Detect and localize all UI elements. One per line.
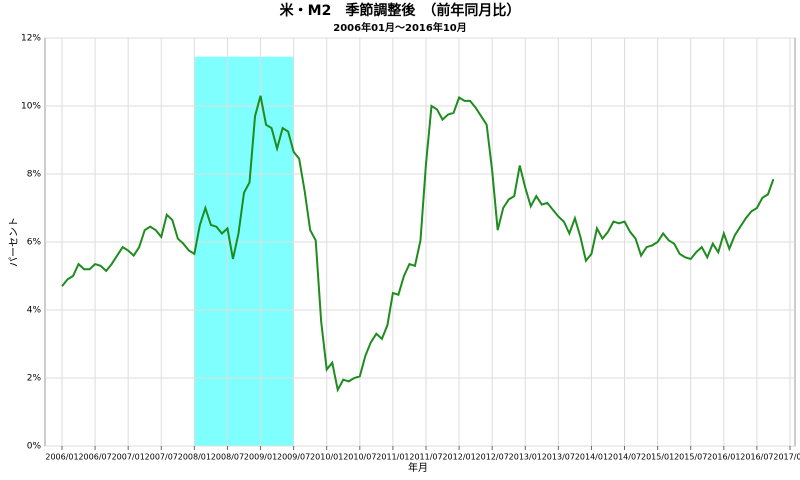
y-tick-label: 0% (27, 442, 42, 452)
x-tick-label: 2007/01 (112, 453, 145, 462)
x-tick-label: 2006/01 (45, 453, 78, 462)
x-tick-label: 2014/01 (575, 453, 608, 462)
x-tick-label: 2012/01 (442, 453, 475, 462)
x-axis-label: 年月 (408, 461, 428, 474)
y-axis-label: パーセント (8, 217, 20, 267)
x-tick-label: 2009/01 (244, 453, 277, 462)
x-tick-label: 2010/07 (343, 453, 376, 462)
x-tick-label: 2016/01 (707, 453, 740, 462)
x-tick-label: 2016/07 (740, 453, 773, 462)
x-tick-label: 2009/07 (277, 453, 310, 462)
y-tick-label: 8% (27, 170, 42, 180)
y-tick-label: 10% (21, 102, 41, 112)
x-tick-label: 2012/07 (476, 453, 509, 462)
data-line (61, 95, 775, 393)
y-tick-label: 4% (27, 306, 42, 316)
x-tick-label: 2017/01 (773, 453, 800, 462)
chart-subtitle: 2006年01月～2016年10月 (333, 21, 467, 34)
x-tick-label: 2008/01 (178, 453, 211, 462)
shaded-region (194, 56, 294, 446)
x-tick-label: 2008/07 (211, 453, 244, 462)
x-tick-label: 2011/07 (409, 453, 442, 462)
x-tick-label: 2013/07 (542, 453, 575, 462)
x-tick-label: 2015/07 (674, 453, 707, 462)
x-tick-label: 2014/07 (608, 453, 641, 462)
x-tick-label: 2010/01 (310, 453, 343, 462)
x-tick-label: 2011/01 (376, 453, 409, 462)
y-tick-label: 2% (27, 374, 42, 384)
y-tick-label: 6% (27, 238, 42, 248)
x-tick-label: 2015/01 (641, 453, 674, 462)
x-tick-label: 2006/07 (78, 453, 111, 462)
chart-title: 米・M2 季節調整後 （前年同月比） (280, 2, 521, 19)
x-tick-label: 2013/01 (509, 453, 542, 462)
y-tick-label: 12% (21, 34, 41, 44)
x-tick-label: 2007/07 (145, 453, 178, 462)
